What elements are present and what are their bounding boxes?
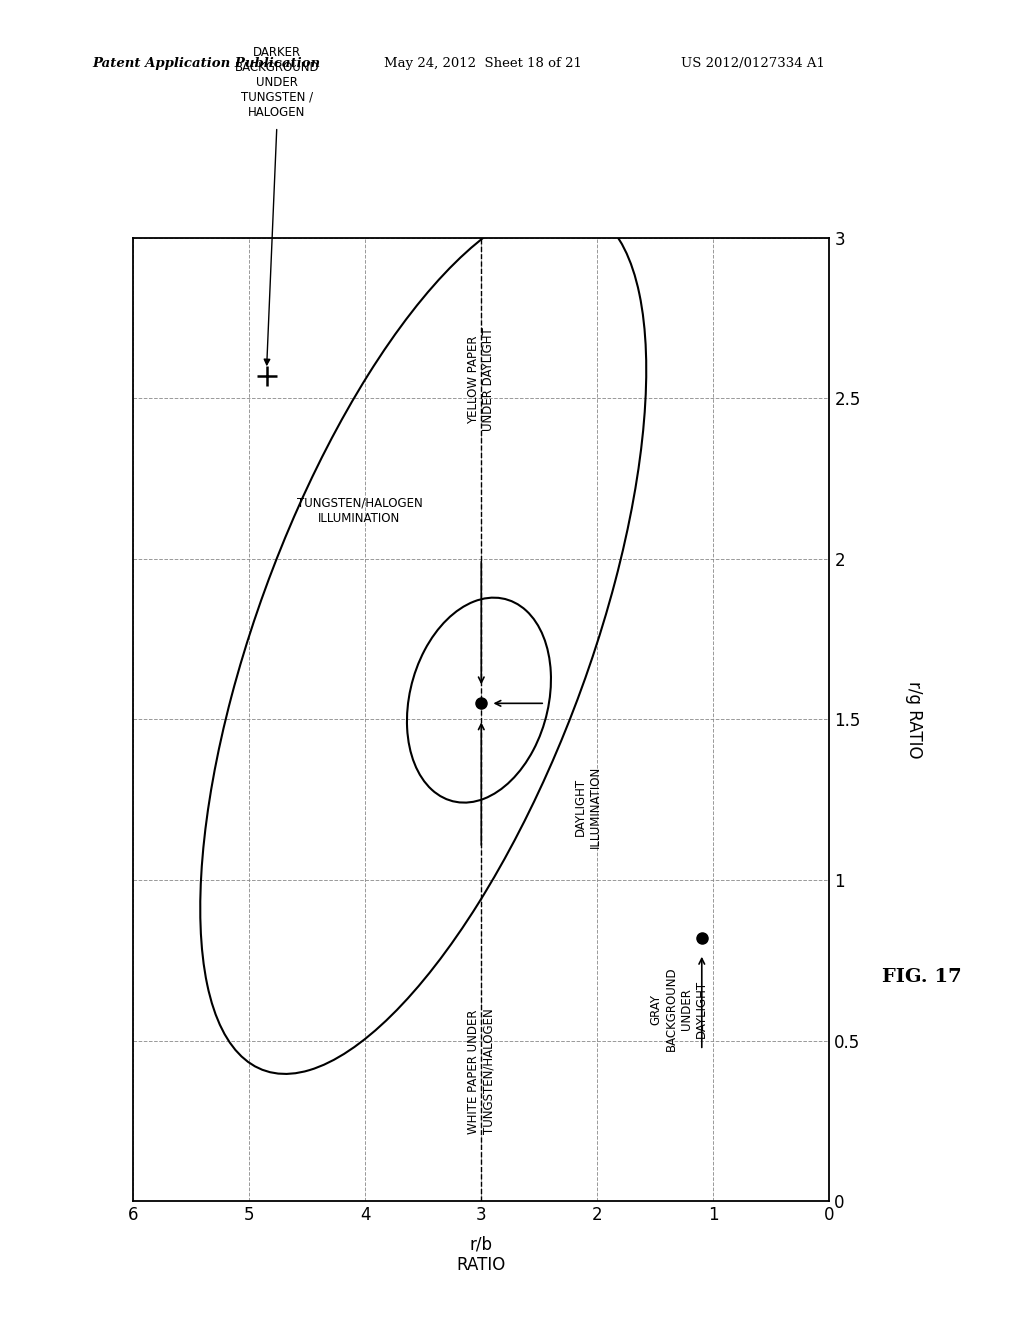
Text: TUNGSTEN/HALOGEN
ILLUMINATION: TUNGSTEN/HALOGEN ILLUMINATION (297, 496, 422, 524)
X-axis label: r/b
RATIO: r/b RATIO (457, 1236, 506, 1274)
Text: GRAY
BACKGROUND
UNDER
DAYLIGHT: GRAY BACKGROUND UNDER DAYLIGHT (649, 966, 708, 1051)
Text: Patent Application Publication: Patent Application Publication (92, 57, 321, 70)
Text: WHITE PAPER UNDER
TUNGSTEN/HALOGEN: WHITE PAPER UNDER TUNGSTEN/HALOGEN (467, 1008, 496, 1134)
Text: FIG. 17: FIG. 17 (882, 968, 962, 986)
Y-axis label: r/g RATIO: r/g RATIO (905, 681, 924, 758)
Text: DAYLIGHT
ILLUMINATION: DAYLIGHT ILLUMINATION (574, 766, 602, 847)
Text: DARKER
BACKGROUND
UNDER
TUNGSTEN /
HALOGEN: DARKER BACKGROUND UNDER TUNGSTEN / HALOG… (234, 46, 319, 119)
Text: US 2012/0127334 A1: US 2012/0127334 A1 (681, 57, 825, 70)
Text: May 24, 2012  Sheet 18 of 21: May 24, 2012 Sheet 18 of 21 (384, 57, 582, 70)
Text: YELLOW PAPER
UNDER DAYLIGHT: YELLOW PAPER UNDER DAYLIGHT (467, 327, 496, 432)
